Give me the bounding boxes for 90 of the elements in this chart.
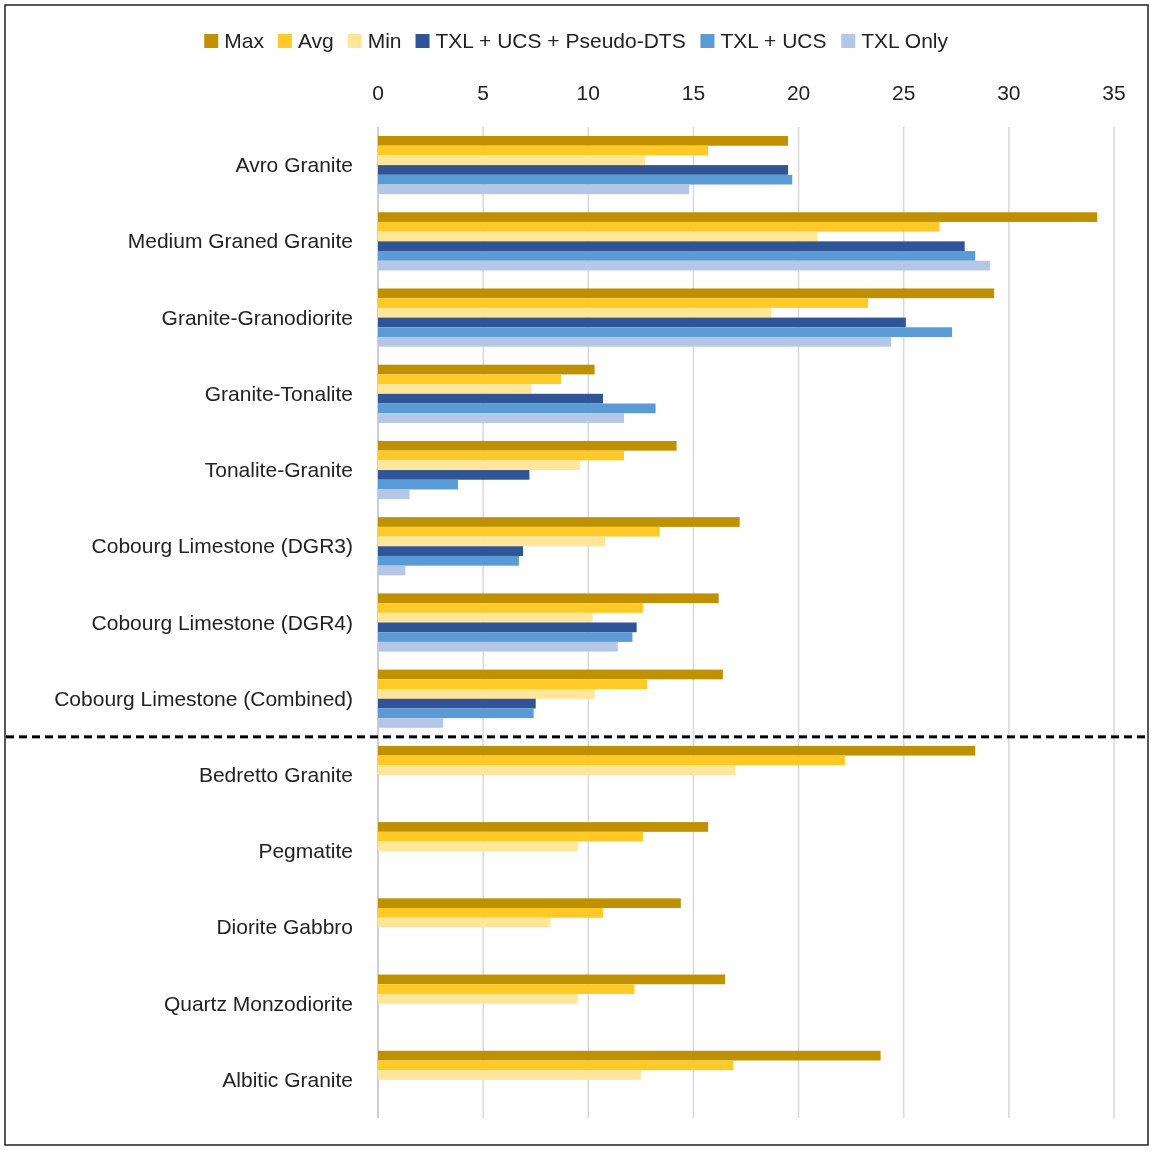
bar <box>378 440 677 451</box>
bar <box>378 450 625 461</box>
bar <box>378 489 410 500</box>
x-tick-label: 15 <box>681 81 706 104</box>
bar <box>378 593 719 604</box>
bar <box>378 393 604 404</box>
bar <box>378 155 646 166</box>
bar <box>378 317 906 328</box>
bar <box>378 698 536 709</box>
bar <box>378 612 593 623</box>
bar <box>378 1060 734 1071</box>
bar <box>378 546 524 556</box>
bar <box>378 669 723 680</box>
bar <box>378 136 789 146</box>
y-tick-label: Quartz Monzodiorite <box>163 991 353 1015</box>
bar <box>378 327 953 337</box>
bar <box>378 765 736 775</box>
bar <box>378 689 595 699</box>
bar <box>378 718 444 728</box>
bar <box>378 212 1098 222</box>
y-tick-label: Cobourg Limestone (DGR4) <box>91 610 353 634</box>
bar <box>378 384 532 394</box>
bar <box>378 288 995 299</box>
bar <box>378 184 690 195</box>
legend-label: TXL Only <box>861 29 949 52</box>
bar <box>378 165 789 175</box>
bar <box>378 755 845 766</box>
bar <box>378 603 643 613</box>
y-tick-label: Albitic Granite <box>222 1067 353 1091</box>
bar <box>378 145 709 156</box>
bar <box>378 221 940 232</box>
y-tick-label: Diorite Gabbro <box>216 915 353 939</box>
bar <box>378 831 643 842</box>
bar <box>378 307 772 318</box>
legend-label: Avg <box>297 29 334 52</box>
bar <box>378 917 551 928</box>
bar <box>378 526 660 537</box>
bar <box>378 403 656 414</box>
bar <box>378 413 625 423</box>
bar <box>378 745 976 756</box>
bar <box>378 1050 881 1061</box>
bar <box>378 898 681 909</box>
y-tick-label: Medium Graned Granite <box>127 229 353 253</box>
y-tick-label: Cobourg Limestone (DGR3) <box>91 534 353 558</box>
x-tick-label: 20 <box>786 81 811 104</box>
bar <box>378 632 633 642</box>
x-tick-label: 10 <box>576 81 600 104</box>
bar <box>378 174 793 185</box>
x-tick-label: 5 <box>477 81 489 104</box>
legend-label: Max <box>224 29 265 52</box>
y-tick-label: Cobourg Limestone (Combined) <box>54 686 353 710</box>
bar <box>378 822 709 832</box>
bar <box>378 374 561 385</box>
x-tick-label: 25 <box>892 81 916 104</box>
bar <box>378 708 534 719</box>
bar <box>378 460 580 471</box>
legend-label: TXL + UCS + Pseudo-DTS <box>435 29 686 52</box>
bar <box>378 241 965 252</box>
legend-label: TXL + UCS <box>720 29 827 52</box>
bar <box>378 679 648 690</box>
bar <box>378 565 406 576</box>
y-tick-label: Tonalite-Granite <box>204 458 353 482</box>
bar <box>378 470 530 480</box>
bar <box>378 479 458 490</box>
bar <box>378 1070 641 1080</box>
x-tick-label: 0 <box>372 81 384 104</box>
bar <box>378 555 519 566</box>
y-tick-label: Avro Granite <box>235 153 353 177</box>
y-tick-label: Granite-Tonalite <box>204 381 353 405</box>
bar <box>378 622 637 633</box>
bar <box>378 336 892 347</box>
bar <box>378 231 818 242</box>
bar <box>378 908 604 918</box>
bar <box>378 993 578 1004</box>
bar <box>378 260 990 271</box>
y-tick-label: Granite-Granodiorite <box>161 305 353 329</box>
bar <box>378 974 725 985</box>
bar <box>378 984 635 994</box>
x-tick-label: 35 <box>1102 81 1126 104</box>
x-tick-label: 30 <box>997 81 1021 104</box>
bar <box>378 641 618 652</box>
legend-label: Min <box>367 29 402 52</box>
y-tick-label: Bedretto Granite <box>198 762 353 786</box>
bar <box>378 251 976 261</box>
bar <box>378 517 740 527</box>
y-tick-label: Pegmatite <box>258 839 353 863</box>
bar <box>378 298 868 308</box>
bar <box>378 536 606 547</box>
bar <box>378 364 595 375</box>
bar <box>378 841 578 852</box>
